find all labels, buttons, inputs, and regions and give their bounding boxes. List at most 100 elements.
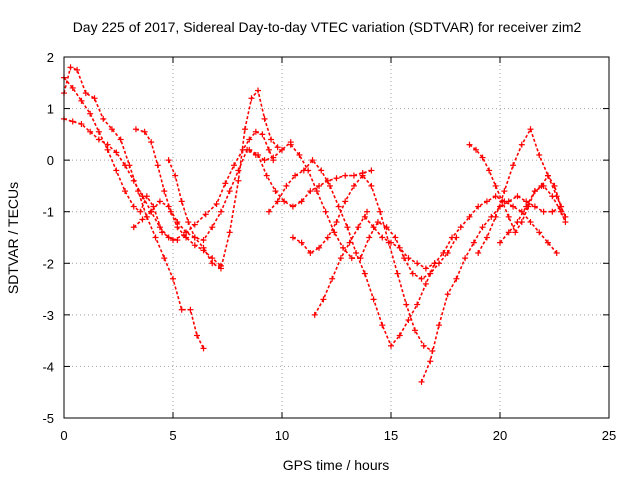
series-track-line xyxy=(420,195,562,383)
data-point xyxy=(174,219,181,226)
data-point xyxy=(411,327,418,334)
data-point xyxy=(246,136,253,143)
data-point xyxy=(172,172,179,179)
data-point xyxy=(141,128,148,135)
data-point xyxy=(154,162,161,169)
data-point xyxy=(492,182,499,189)
data-point xyxy=(394,270,401,277)
chart-title: Day 225 of 2017, Sidereal Day-to-day VTE… xyxy=(73,19,582,35)
data-point xyxy=(342,172,349,179)
series-14 xyxy=(466,141,565,236)
data-point xyxy=(95,128,102,135)
data-point xyxy=(483,198,490,205)
data-point xyxy=(91,95,98,102)
data-point xyxy=(414,260,421,267)
data-point xyxy=(209,224,216,231)
x-tick-label: 15 xyxy=(384,428,398,443)
data-point xyxy=(462,255,469,262)
data-point xyxy=(265,146,272,153)
data-point xyxy=(346,239,353,246)
data-point xyxy=(444,291,451,298)
data-point xyxy=(549,193,556,200)
data-point xyxy=(122,188,129,195)
data-point xyxy=(531,188,538,195)
series-4 xyxy=(130,139,294,244)
data-point xyxy=(130,203,137,210)
series-track-line xyxy=(63,77,275,241)
data-point xyxy=(364,208,371,215)
data-point xyxy=(483,234,490,241)
data-point xyxy=(359,172,366,179)
data-point xyxy=(287,141,294,148)
data-point xyxy=(486,167,493,174)
data-point xyxy=(130,224,137,231)
data-point xyxy=(130,177,137,184)
data-point xyxy=(388,239,394,246)
series-16 xyxy=(497,182,569,246)
data-point xyxy=(289,203,296,210)
data-point xyxy=(252,128,259,135)
data-point xyxy=(255,87,262,94)
data-point xyxy=(368,182,375,189)
data-point xyxy=(209,255,216,262)
y-tick-label: -3 xyxy=(42,308,54,323)
data-point xyxy=(165,157,172,164)
data-point xyxy=(510,203,517,210)
data-point xyxy=(156,198,163,205)
data-point xyxy=(492,213,499,220)
series-track-line xyxy=(290,144,458,280)
data-point xyxy=(422,265,429,272)
x-tick-label: 0 xyxy=(60,428,67,443)
data-point xyxy=(148,208,155,215)
data-point xyxy=(549,208,556,215)
data-point xyxy=(350,182,357,189)
data-point xyxy=(475,203,482,210)
data-point xyxy=(536,151,543,158)
data-point xyxy=(379,234,386,241)
data-point xyxy=(562,219,569,226)
data-point xyxy=(248,95,255,102)
data-point xyxy=(540,208,547,215)
data-point xyxy=(270,154,277,161)
data-point xyxy=(296,151,303,158)
data-point xyxy=(357,255,364,262)
y-axis-label: SDTVAR / TECUs xyxy=(5,182,21,294)
data-point xyxy=(466,213,473,220)
data-point xyxy=(324,234,331,241)
data-point xyxy=(318,167,325,174)
data-point xyxy=(69,84,76,91)
data-point xyxy=(409,270,416,277)
series-12 xyxy=(361,193,560,272)
data-point xyxy=(108,126,115,133)
data-point xyxy=(313,188,320,195)
x-axis-label: GPS time / hours xyxy=(283,457,390,473)
data-point xyxy=(209,260,216,267)
data-point xyxy=(191,221,198,228)
data-point xyxy=(139,216,146,223)
data-series xyxy=(61,64,569,385)
data-point xyxy=(161,255,168,262)
data-point xyxy=(67,64,74,71)
data-point xyxy=(82,90,89,97)
data-point xyxy=(531,203,538,210)
data-point xyxy=(370,296,377,303)
data-point xyxy=(370,224,377,231)
data-point xyxy=(104,141,111,148)
data-point xyxy=(379,322,386,329)
data-point xyxy=(261,157,268,164)
data-point xyxy=(497,239,503,246)
data-point xyxy=(255,151,262,158)
data-point xyxy=(200,345,207,352)
data-point xyxy=(193,332,200,339)
data-point xyxy=(174,224,181,231)
y-tick-label: 0 xyxy=(47,153,54,168)
data-point xyxy=(514,193,521,200)
y-tick-label: -2 xyxy=(42,256,54,271)
data-point xyxy=(342,198,349,205)
data-point xyxy=(117,136,124,143)
data-point xyxy=(562,213,569,220)
series-1 xyxy=(61,64,207,352)
axis-ticks: 0 5 10 15 20 25 -5 -4 -3 -2 -1 0 1 2 xyxy=(42,50,616,443)
data-point xyxy=(122,162,129,169)
data-point xyxy=(403,301,410,308)
